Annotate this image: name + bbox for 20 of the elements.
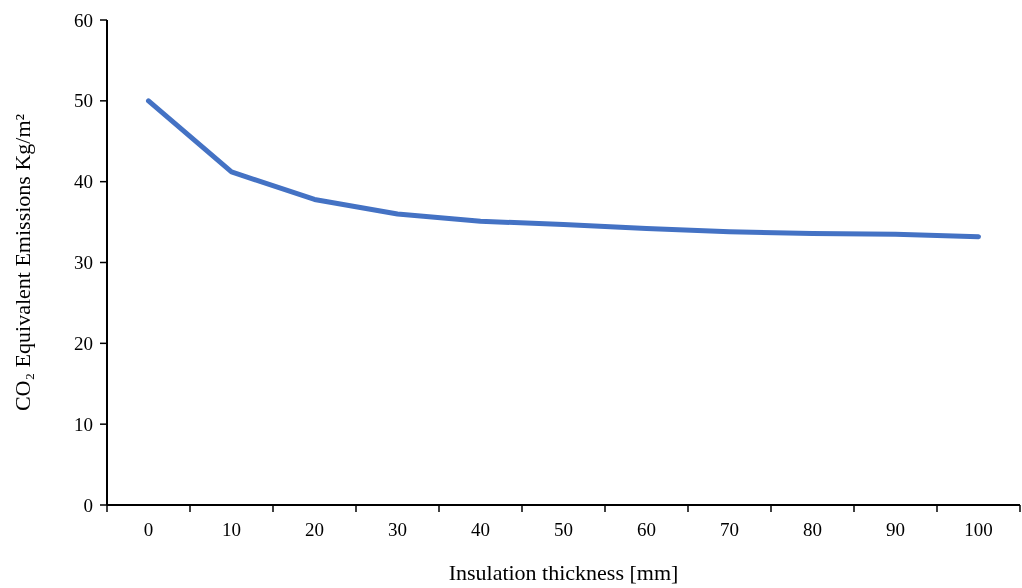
y-tick-label: 60 [74,9,93,31]
x-tick-label: 40 [471,519,490,540]
x-tick-label: 0 [143,519,154,540]
x-tick-label: 20 [305,519,324,540]
x-tick-label: 80 [803,519,822,540]
x-tick-label: 30 [388,519,407,540]
x-tick-label: 100 [964,519,993,540]
y-tick-label: 20 [74,332,93,354]
x-tick-label: 70 [720,519,739,540]
y-axis-title: CO₂ Equivalent Emissions Kg/m² [10,113,35,412]
x-axis-title: Insulation thickness [mm] [448,560,679,585]
x-tick-label: 60 [637,519,656,540]
y-tick-label: 30 [74,252,93,274]
y-tick-label: 0 [83,494,93,516]
x-tick-label: 10 [222,519,241,540]
x-tick-label: 50 [554,519,573,540]
y-tick-label: 50 [74,90,93,112]
y-tick-label: 40 [74,171,93,193]
y-tick-label: 10 [74,413,93,435]
x-tick-label: 90 [886,519,905,540]
